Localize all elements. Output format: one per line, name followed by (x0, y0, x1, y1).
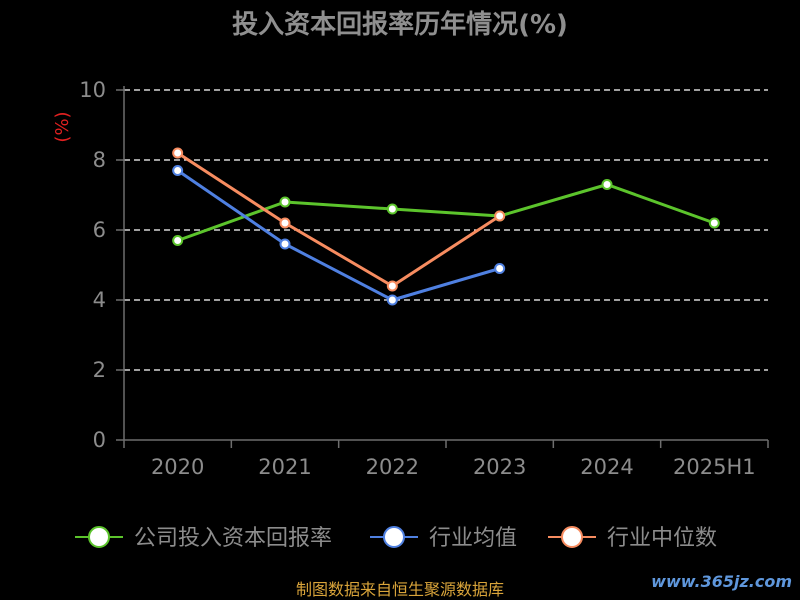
legend-label: 行业均值 (429, 526, 517, 551)
legend-label: 公司投入资本回报率 (134, 526, 332, 551)
x-tick-label: 2025H1 (673, 455, 756, 479)
series-1-point (172, 235, 184, 246)
y-axis-label: (%) (52, 111, 73, 142)
series-1-point (601, 179, 613, 190)
y-tick-label: 8 (93, 148, 106, 172)
series-3-point (172, 147, 184, 159)
legend-marker-icon (383, 526, 405, 548)
chart-title: 投入资本回报率历年情况(%) (232, 10, 568, 40)
y-tick-label: 10 (79, 78, 106, 102)
x-tick-label: 2021 (258, 455, 311, 479)
series-3-point (494, 210, 506, 222)
legend-item[interactable]: 行业中位数 (548, 526, 717, 551)
series-1-point (386, 203, 398, 215)
series-2-point (172, 165, 184, 176)
y-tick-label: 0 (93, 428, 106, 452)
x-tick-label: 2022 (366, 455, 419, 479)
watermark: www.365jz.com (651, 572, 792, 591)
series-3-point (279, 217, 291, 229)
series-3-line (176, 151, 501, 288)
series-2-point (494, 263, 506, 274)
legend-marker-icon (88, 526, 110, 548)
x-tick-label: 2024 (580, 455, 633, 479)
series-3-point (386, 280, 398, 292)
y-tick-label: 2 (93, 358, 106, 382)
source-note: 制图数据来自恒生聚源数据库 (295, 580, 504, 599)
series-1-point (279, 196, 291, 208)
series-2-line (176, 169, 501, 302)
y-tick-label: 4 (93, 288, 106, 312)
legend-item[interactable]: 行业均值 (370, 526, 517, 551)
x-tick-label: 2023 (473, 455, 526, 479)
series-2-point (386, 294, 398, 306)
series-1-line (177, 183, 715, 242)
legend-item[interactable]: 公司投入资本回报率 (75, 526, 332, 551)
legend-marker-icon (561, 526, 583, 548)
x-tick-label: 2020 (151, 455, 204, 479)
series-1-point (708, 217, 720, 229)
y-tick-label: 6 (93, 218, 106, 242)
series-2-point (279, 238, 291, 250)
legend-label: 行业中位数 (607, 526, 717, 551)
